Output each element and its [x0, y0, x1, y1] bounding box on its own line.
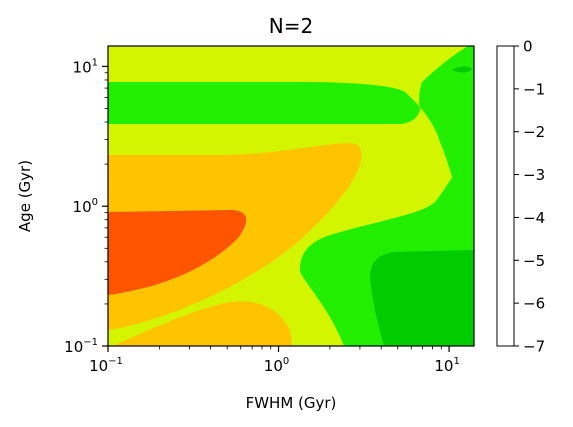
y-tick-label-0-exponent: −1: [83, 337, 98, 348]
colorbar-tick-label-4: −4: [523, 209, 545, 227]
y-tick-label-1: 100: [73, 197, 98, 216]
plot-frame: [107, 45, 475, 347]
colorbar-tick-label-5: −5: [523, 252, 545, 270]
y-axis-label: Age (Gyr): [16, 160, 34, 232]
colorbar-frame: [496, 45, 515, 347]
colorbar-ticks: 0 −1 −2 −3 −4 −5 −6 −7: [514, 38, 545, 356]
x-tick-label-0-base: 10: [89, 357, 108, 375]
x-tick-label-0-exponent: −1: [108, 356, 123, 367]
y-tick-label-2-exponent: 1: [92, 57, 98, 68]
region-dark-blob: [452, 66, 472, 73]
y-tick-label-2: 101: [73, 57, 98, 76]
colorbar-tick-label-6: −6: [523, 295, 545, 313]
colorbar-tick-label-0: 0: [523, 38, 533, 56]
y-tick-label-1-exponent: 0: [92, 197, 98, 208]
region-green-band: [108, 46, 474, 200]
region-darker-green: [370, 250, 474, 346]
x-tick-label-1-exponent: 0: [283, 356, 289, 367]
chart-title: N=2: [269, 14, 313, 38]
contour-plot: [108, 46, 474, 346]
x-tick-label-2-base: 10: [434, 357, 453, 375]
x-tick-label-2: 101: [434, 356, 459, 375]
x-tick-label-0: 10−1: [89, 356, 123, 375]
x-axis: 10−1 100 101: [89, 346, 460, 375]
x-tick-label-1: 100: [264, 356, 289, 375]
y-tick-label-1-base: 10: [73, 198, 92, 216]
colorbar-tick-label-3: −3: [523, 166, 545, 184]
region-orange-bottom: [112, 301, 292, 346]
y-tick-label-2-base: 10: [73, 58, 92, 76]
colorbar-tick-label-2: −2: [523, 123, 545, 141]
x-tick-label-1-base: 10: [264, 357, 283, 375]
y-tick-label-0: 10−1: [64, 337, 98, 356]
colorbar-tick-label-7: −7: [523, 338, 545, 356]
x-tick-label-2-exponent: 1: [453, 356, 459, 367]
region-red: [108, 210, 247, 295]
colorbar-tick-label-1: −1: [523, 80, 545, 98]
y-tick-label-0-base: 10: [64, 338, 83, 356]
x-axis-label: FWHM (Gyr): [246, 394, 337, 412]
